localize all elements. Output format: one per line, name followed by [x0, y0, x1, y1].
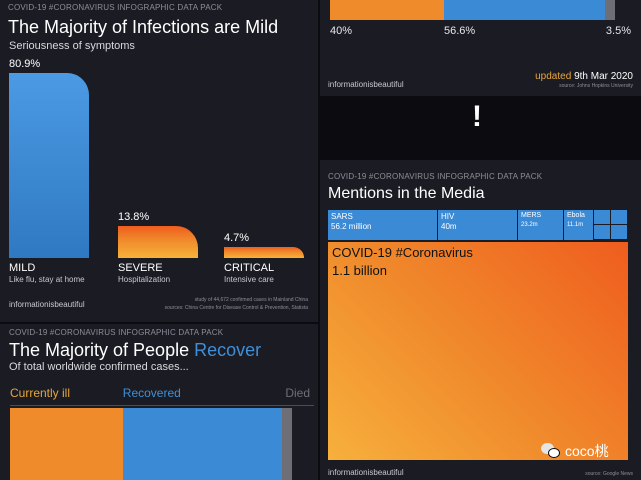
- media-header: COVID-19 #CORONAVIRUS INFOGRAPHIC DATA P…: [328, 172, 543, 181]
- recover-header: COVID-19 #CORONAVIRUS INFOGRAPHIC DATA P…: [9, 328, 224, 337]
- infections-brand: informationisbeautiful: [9, 300, 85, 309]
- tile-value-mers: 23.2m: [521, 222, 538, 228]
- recover-subtitle: Of total worldwide confirmed cases...: [9, 361, 189, 373]
- tile-value-sars: 56.2 million: [331, 222, 372, 231]
- bar-severe: [118, 226, 198, 258]
- recover-brand: informationisbeautiful: [328, 80, 404, 89]
- recovery-bar-top-recovered: [444, 0, 606, 20]
- infections-panel: COVID-19 #CORONAVIRUS INFOGRAPHIC DATA P…: [0, 0, 318, 322]
- category-label-critical: CRITICAL: [224, 262, 275, 274]
- infections-title: The Majority of Infections are Mild: [8, 17, 279, 37]
- recover-panel-continued: 40% 56.6% 3.5% informationisbeautiful upda…: [320, 0, 641, 96]
- value-label-mild: 80.9%: [9, 58, 41, 70]
- recovery-label-currently-ill: Currently ill: [10, 386, 71, 400]
- recover-source: source: Johns Hopkins University: [559, 83, 633, 89]
- tile-name-mers: MERS: [521, 212, 542, 219]
- recovery-label-died: Died: [285, 386, 310, 400]
- infections-sources: sources: China Centre for Disease Contro…: [164, 305, 308, 311]
- recovery-bar-recovered: [122, 408, 283, 480]
- recovery-bar-top-died: [605, 0, 616, 20]
- tile-value-ebola: 11.1m: [567, 222, 584, 228]
- media-source: source: Google News: [585, 471, 633, 477]
- tile-mers: [518, 210, 563, 240]
- recovery-value-recovered: 56.6%: [444, 25, 476, 37]
- media-brand: informationisbeautiful: [328, 468, 404, 477]
- recovery-label-recovered: Recovered: [122, 386, 181, 400]
- tile-minor: [611, 210, 627, 224]
- bar-mild: [9, 73, 89, 258]
- recovery-divider: [10, 405, 314, 406]
- bar-critical: [224, 247, 304, 258]
- tile-name-covid: COVID-19 #Coronavirus: [332, 245, 473, 260]
- tile-name-hiv: HIV: [441, 212, 455, 221]
- tile-ebola: [564, 210, 593, 240]
- recover-panel: COVID-19 #CORONAVIRUS INFOGRAPHIC DATA P…: [0, 324, 318, 480]
- exclamation-separator: !: [472, 100, 482, 133]
- category-label-mild: MILD: [9, 262, 36, 274]
- category-desc-mild: Like flu, stay at home: [9, 275, 85, 284]
- tile-value-covid: 1.1 billion: [332, 263, 387, 278]
- updated-date: 9th Mar 2020: [574, 71, 633, 82]
- tile-name-sars: SARS: [331, 212, 353, 221]
- media-title: Mentions in the Media: [328, 185, 485, 202]
- tile-covid: [328, 242, 628, 460]
- tile-hiv: [438, 210, 517, 240]
- recover-title-main: The Majority of People: [9, 340, 195, 360]
- tile-minor: [611, 225, 627, 239]
- infections-header: COVID-19 #CORONAVIRUS INFOGRAPHIC DATA P…: [8, 3, 223, 12]
- category-label-severe: SEVERE: [118, 262, 163, 274]
- wechat-icon: [541, 443, 561, 459]
- watermark-text: coco桃: [565, 443, 609, 459]
- infections-footnote: study of 44,672 confirmed cases in Mainl…: [194, 297, 308, 303]
- recovery-bar-top-currently-ill: [330, 0, 444, 20]
- updated-prefix: updated: [535, 71, 575, 82]
- value-label-critical: 4.7%: [224, 232, 250, 245]
- tile-value-hiv: 40m: [441, 222, 457, 231]
- tile-minor: [594, 225, 610, 239]
- tile-minor: [594, 210, 610, 224]
- recovery-value-died: 3.5%: [605, 25, 631, 37]
- recovery-bar-currently-ill: [10, 408, 123, 480]
- recover-updated: updated 9th Mar 2020: [535, 71, 633, 82]
- category-desc-severe: Hospitalization: [118, 275, 171, 284]
- recover-title: The Majority of People Recover: [9, 340, 261, 361]
- watermark: coco桃: [541, 441, 609, 461]
- value-label-severe: 13.8%: [118, 211, 150, 224]
- tile-sars: [328, 210, 437, 240]
- recover-title-accent: Recover: [194, 340, 262, 360]
- recovery-value-currently-ill: 40%: [330, 25, 353, 37]
- media-panel: COVID-19 #CORONAVIRUS INFOGRAPHIC DATA P…: [320, 160, 641, 480]
- category-desc-critical: Intensive care: [224, 275, 274, 284]
- tile-name-ebola: Ebola: [567, 212, 585, 219]
- recovery-bar-died: [282, 408, 293, 480]
- infections-subtitle: Seriousness of symptoms: [9, 40, 135, 52]
